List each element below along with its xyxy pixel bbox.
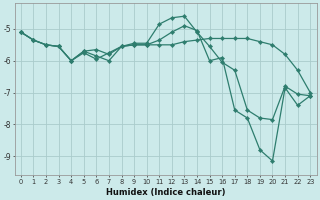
X-axis label: Humidex (Indice chaleur): Humidex (Indice chaleur) [106, 188, 225, 197]
